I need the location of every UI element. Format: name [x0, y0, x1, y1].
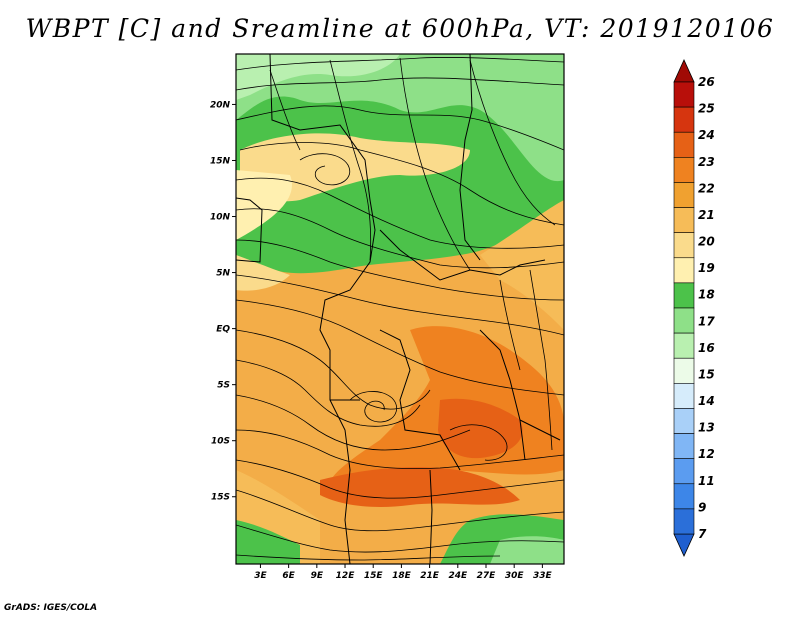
lon-tick-label: 30E — [505, 571, 525, 581]
colorbar-segment — [673, 257, 695, 284]
colorbar-label: 18 — [698, 288, 715, 302]
lon-tick-label: 27E — [477, 571, 497, 581]
colorbar-label: 25 — [698, 102, 715, 116]
colorbar-segment — [673, 508, 695, 535]
longitude-axis: 3E 6E 9E 12E 15E 18E 21E 24E 27E 30E 33E — [254, 564, 553, 581]
colorbar: 7 9 11 12 13 14 15 16 17 18 19 20 21 22 23 24 25 26 — [673, 59, 715, 557]
colorbar-segment — [673, 458, 695, 485]
lon-tick-label: 33E — [533, 571, 553, 581]
lon-tick-label: 21E — [420, 571, 440, 581]
colorbar-segment — [673, 332, 695, 359]
field-lightgreen-north — [236, 54, 564, 182]
lon-tick-label: 12E — [336, 571, 356, 581]
field-red-patch — [438, 398, 523, 459]
colorbar-label: 9 — [698, 500, 706, 514]
field-palegreen-north — [236, 54, 400, 100]
colorbar-label: 17 — [698, 314, 715, 328]
map-frame — [235, 53, 565, 565]
field-tan-blob — [240, 133, 470, 202]
colorbar-segment — [673, 232, 695, 259]
colorbar-segment — [673, 157, 695, 183]
lat-tick-label: 5N — [216, 269, 230, 279]
colorbar-label: 26 — [698, 75, 715, 89]
lon-tick-label: 15E — [364, 571, 384, 581]
lat-tick-label: 10N — [210, 213, 231, 223]
streamlines — [236, 57, 564, 561]
colorbar-segment — [673, 282, 695, 309]
colorbar-segment — [673, 81, 695, 108]
lon-tick-label: 18E — [392, 571, 412, 581]
colorbar-label: 22 — [698, 181, 715, 195]
country-borders — [236, 54, 561, 564]
latitude-axis: 20N 15N 10N 5N EQ 5S 10S 15S — [210, 100, 236, 503]
chart-title: WBPT [C] and Sreamline at 600hPa, VT: 20… — [25, 14, 775, 43]
colorbar-segment — [673, 433, 695, 459]
lon-tick-label: 6E — [282, 571, 295, 581]
lon-tick-label: 9E — [311, 571, 324, 581]
field-lightgreen-southeast — [490, 536, 564, 564]
colorbar-segment — [673, 383, 695, 409]
field-yellow-west — [236, 255, 290, 291]
colorbar-label: 11 — [698, 474, 715, 488]
lat-tick-label: 10S — [211, 437, 230, 447]
field-green-southwest — [236, 520, 300, 564]
colorbar-label: 14 — [698, 394, 715, 408]
colorbar-segment — [673, 207, 695, 233]
colorbar-over-arrow — [673, 59, 695, 83]
colorbar-label: 21 — [698, 208, 715, 222]
wbpt-field — [236, 54, 564, 564]
colorbar-segment — [673, 182, 695, 208]
lat-tick-label: 15N — [210, 156, 231, 166]
lon-tick-label: 3E — [254, 571, 267, 581]
colorbar-label: 13 — [698, 421, 715, 435]
colorbar-under-arrow — [673, 533, 695, 557]
colorbar-label: 24 — [698, 128, 715, 142]
colorbar-segment — [673, 408, 695, 434]
colorbar-segment — [673, 131, 695, 158]
colorbar-segment — [673, 307, 695, 334]
colorbar-label: 16 — [698, 341, 715, 355]
colorbar-label: 23 — [698, 155, 715, 169]
colorbar-label: 15 — [698, 367, 715, 381]
field-yellow-blob — [236, 170, 292, 240]
lat-tick-label: EQ — [216, 325, 230, 335]
credit-label: GrADS: IGES/COLA — [4, 603, 98, 613]
lat-tick-label: 15S — [211, 493, 230, 503]
colorbar-label: 20 — [698, 235, 715, 249]
colorbar-label: 7 — [698, 527, 707, 541]
colorbar-segment — [673, 483, 695, 510]
colorbar-label: 12 — [698, 447, 715, 461]
lon-tick-label: 24E — [448, 571, 468, 581]
colorbar-label: 19 — [698, 261, 715, 275]
lat-tick-label: 20N — [210, 100, 231, 110]
lat-tick-label: 5S — [217, 381, 230, 391]
colorbar-segment — [673, 357, 695, 384]
colorbar-segment — [673, 106, 695, 133]
